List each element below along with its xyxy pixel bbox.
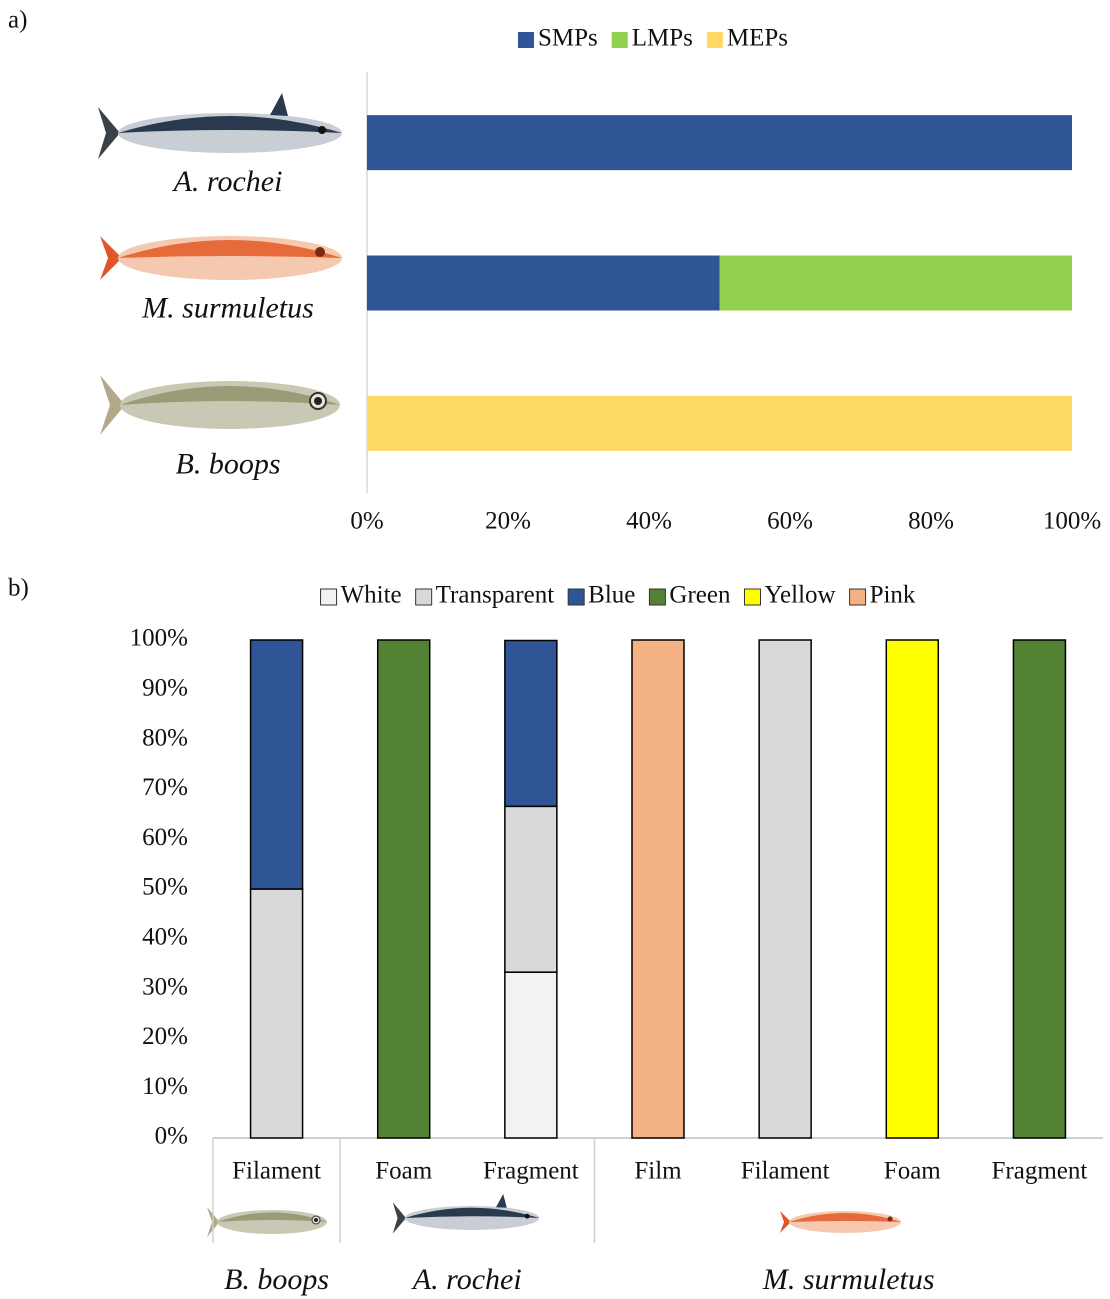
bar-segment (249, 888, 304, 1139)
bar-segment (249, 639, 304, 890)
x-tick-label: 80% (908, 508, 954, 535)
x-tick-label: Filament (232, 1158, 321, 1185)
legend-swatch (320, 588, 338, 606)
x-tick-label: Filament (741, 1158, 830, 1185)
y-tick-label: 100% (130, 625, 188, 652)
bar-segment (719, 255, 1072, 311)
legend-label: SMPs (538, 25, 598, 52)
legend-swatch (611, 32, 628, 48)
group-label: M. surmuletus (762, 1263, 935, 1296)
bar-segment (504, 971, 558, 1139)
fish-image (100, 236, 342, 280)
bar-segment (376, 639, 431, 1139)
bar-segment (631, 639, 685, 1139)
legend-swatch (648, 588, 666, 606)
group-label: B. boops (224, 1263, 329, 1296)
bar-segment (504, 805, 558, 973)
x-tick-label: 0% (350, 508, 383, 535)
legend-swatch (415, 588, 433, 606)
y-tick-label: 80% (142, 724, 188, 751)
legend-swatch (517, 32, 534, 48)
x-tick-label: Foam (884, 1158, 942, 1185)
y-tick-label: 0% (155, 1123, 188, 1150)
panel-label: a) (8, 7, 27, 34)
legend-label: Pink (870, 582, 916, 609)
fish-image (99, 374, 341, 436)
x-tick-label: 60% (767, 508, 813, 535)
legend-label: Yellow (764, 582, 835, 609)
category-label: A. rochei (172, 165, 283, 198)
legend-label: Green (669, 582, 731, 609)
legend-label: Transparent (436, 582, 555, 609)
panel-label: b) (8, 575, 29, 602)
x-tick-label: Fragment (483, 1158, 579, 1185)
y-tick-label: 30% (142, 973, 188, 1000)
y-tick-label: 60% (142, 824, 188, 851)
fish-image (392, 1194, 540, 1234)
x-tick-label: 20% (485, 508, 531, 535)
bar-segment (885, 639, 940, 1139)
fish-image (206, 1206, 328, 1238)
fish-image (780, 1211, 901, 1233)
bar-segment (758, 639, 812, 1139)
bar-segment (1012, 639, 1067, 1139)
x-tick-label: Foam (375, 1158, 433, 1185)
legend-label: White (341, 582, 402, 609)
legend-label: Blue (588, 582, 635, 609)
legend-swatch (706, 32, 723, 48)
x-tick-label: Film (634, 1158, 682, 1185)
legend-swatch (567, 588, 585, 606)
bar-segment (367, 115, 1072, 171)
x-tick-label: 40% (626, 508, 672, 535)
group-label: A. rochei (411, 1263, 522, 1296)
x-tick-label: 100% (1043, 508, 1101, 535)
y-tick-label: 10% (142, 1073, 188, 1100)
category-label: M. surmuletus (141, 291, 314, 324)
y-tick-label: 40% (142, 924, 188, 951)
bar-segment (504, 639, 558, 808)
y-tick-label: 50% (142, 874, 188, 901)
fish-image (98, 93, 342, 159)
y-tick-label: 70% (142, 774, 188, 801)
bar-segment (367, 255, 720, 311)
y-tick-label: 90% (142, 675, 188, 702)
x-tick-label: Fragment (992, 1158, 1088, 1185)
bar-segment (367, 395, 1072, 451)
legend-swatch (849, 588, 867, 606)
legend-swatch (743, 588, 761, 606)
category-label: B. boops (176, 448, 281, 481)
legend-label: LMPs (632, 25, 693, 52)
legend-label: MEPs (727, 25, 788, 52)
y-tick-label: 20% (142, 1023, 188, 1050)
